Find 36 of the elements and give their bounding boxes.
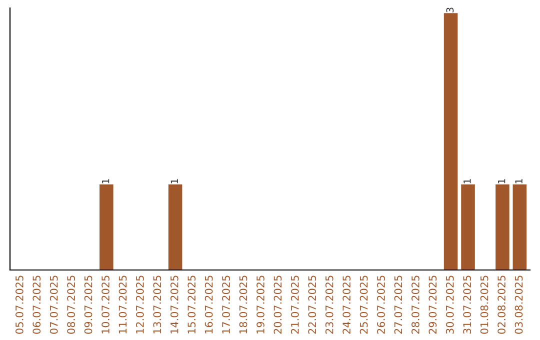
x-tick-label: 14.07.2025 <box>170 276 178 334</box>
data-label: 3 <box>446 8 454 12</box>
x-tick-label: 22.07.2025 <box>308 276 316 334</box>
x-tick-label: 13.07.2025 <box>153 276 162 334</box>
x-tick-label: 17.07.2025 <box>222 276 230 334</box>
x-tick-label: 10.07.2025 <box>102 276 110 334</box>
x-tick-label: 02.08.2025 <box>498 276 506 334</box>
data-label: 1 <box>170 179 178 184</box>
x-tick-label: 09.07.2025 <box>84 276 92 334</box>
data-label: 1 <box>102 179 110 184</box>
x-tick-label: 15.07.2025 <box>188 276 196 334</box>
x-tick-label: 06.07.2025 <box>32 276 41 334</box>
x-tick-label: 01.08.2025 <box>480 276 488 334</box>
data-label: 1 <box>498 179 506 184</box>
x-tick-label: 31.07.2025 <box>463 276 472 334</box>
x-tick-label: 27.07.2025 <box>394 276 402 334</box>
x-tick-label: 12.07.2025 <box>136 276 144 334</box>
x-tick-label: 08.07.2025 <box>67 276 76 334</box>
x-tick-label: 11.07.2025 <box>118 276 127 334</box>
data-label: 1 <box>515 179 522 184</box>
x-tick-label: 03.08.2025 <box>514 276 523 334</box>
x-tick-label: 24.07.2025 <box>342 276 351 334</box>
x-tick-label: 29.07.2025 <box>428 276 437 334</box>
x-tick-label: 30.07.2025 <box>446 276 454 334</box>
x-tick-label: 20.07.2025 <box>274 276 282 334</box>
x-tick-label: 19.07.2025 <box>256 276 264 334</box>
x-tick-label: 16.07.2025 <box>204 276 213 334</box>
x-tick-label: 07.07.2025 <box>50 276 58 334</box>
x-tick-label: 18.07.2025 <box>239 276 248 334</box>
x-tick-label: 21.07.2025 <box>290 276 299 334</box>
x-tick-label: 25.07.2025 <box>360 276 368 334</box>
x-tick-label: 28.07.2025 <box>412 276 420 334</box>
x-tick-label: 23.07.2025 <box>325 276 334 334</box>
x-tick-label: 05.07.2025 <box>15 276 24 334</box>
x-tick-label: 26.07.2025 <box>377 276 385 334</box>
data-label: 1 <box>464 179 471 184</box>
